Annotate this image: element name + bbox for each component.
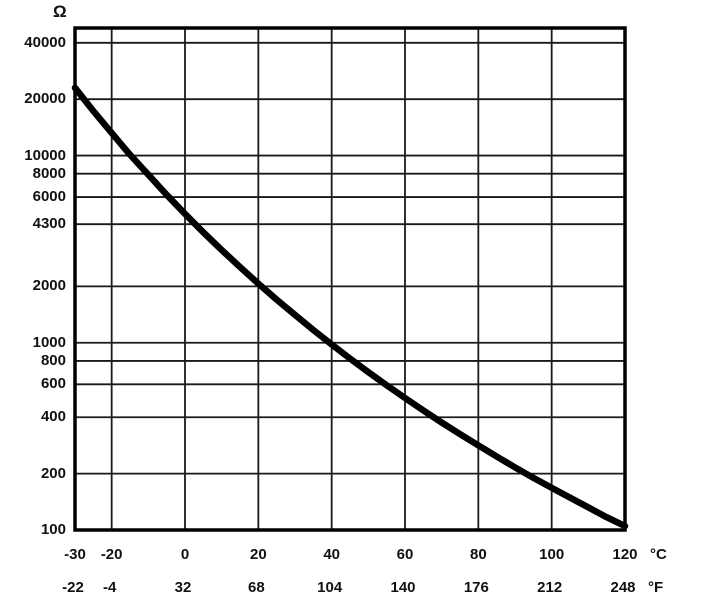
y-tick-label: 10000 — [24, 146, 66, 164]
y-tick-label: 40000 — [24, 33, 66, 51]
x-tick-label-fahrenheit: 32 — [174, 579, 192, 596]
y-tick-label: 800 — [40, 351, 66, 369]
x-tick-label-celsius: -30 — [64, 546, 86, 563]
y-tick-label: 600 — [40, 375, 66, 393]
x-tick-label-fahrenheit: -22 — [62, 579, 84, 596]
y-tick-label: 2000 — [32, 277, 66, 295]
y-tick-label: 8000 — [32, 164, 66, 182]
y-tick-label: 1000 — [32, 333, 66, 351]
x-tick-label-celsius: 80 — [469, 546, 487, 563]
fahrenheit-unit-label: °F — [648, 579, 664, 596]
x-tick-label-fahrenheit: 248 — [610, 579, 636, 596]
y-tick-label: 100 — [40, 521, 66, 538]
y-tick-label: 400 — [40, 408, 66, 426]
y-tick-label: 6000 — [32, 188, 66, 206]
x-tick-label-fahrenheit: -4 — [102, 579, 117, 596]
y-tick-label: 4300 — [32, 215, 66, 233]
x-tick-label-celsius: 60 — [396, 546, 414, 563]
y-tick-label: 20000 — [24, 90, 66, 108]
x-tick-label-fahrenheit: 104 — [317, 579, 343, 596]
resistance-curve — [71, 84, 629, 530]
x-tick-label-celsius: 120 — [612, 546, 638, 563]
x-tick-label-celsius: 40 — [323, 546, 340, 563]
x-tick-label-celsius: 0 — [180, 546, 190, 563]
x-tick-label-fahrenheit: 176 — [463, 579, 489, 596]
y-tick-label: 200 — [40, 464, 66, 482]
y-axis-unit-label: Ω — [53, 2, 67, 21]
x-tick-label-celsius: -20 — [100, 546, 123, 563]
x-tick-label-fahrenheit: 140 — [390, 579, 416, 596]
x-tick-label-fahrenheit: 212 — [537, 579, 563, 596]
plot-frame — [73, 26, 627, 532]
celsius-unit-label: °C — [650, 546, 667, 563]
x-tick-label-celsius: 20 — [249, 546, 267, 563]
x-tick-label-celsius: 100 — [539, 546, 565, 563]
x-tick-label-fahrenheit: 68 — [247, 579, 265, 596]
